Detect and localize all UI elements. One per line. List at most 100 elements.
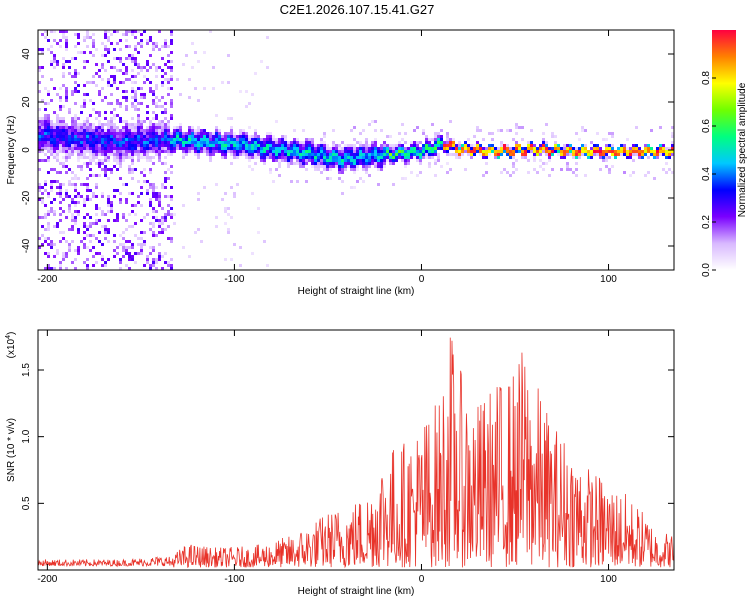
spectrogram-cell xyxy=(158,153,161,156)
spectrogram-cell xyxy=(662,150,665,153)
spectrogram-cell xyxy=(104,174,107,177)
spectrogram-cell xyxy=(632,159,635,162)
spectrogram-cell xyxy=(89,126,92,129)
spectrogram-cell xyxy=(50,141,53,144)
spectrogram-cell xyxy=(362,147,365,150)
spectrogram-cell xyxy=(665,150,668,153)
spectrogram-cell xyxy=(158,141,161,144)
spectrogram-cell xyxy=(113,138,116,141)
spectrogram-cell xyxy=(65,42,68,45)
spectrogram-cell xyxy=(68,153,71,156)
spectrogram-cell xyxy=(47,135,50,138)
spectrogram-cell xyxy=(356,147,359,150)
spectrogram-cell xyxy=(143,240,146,243)
spectrogram-cell xyxy=(125,45,128,48)
spectrogram-cell xyxy=(650,153,653,156)
spectrogram-cell xyxy=(134,204,137,207)
spectrogram-cell xyxy=(50,120,53,123)
spectrogram-cell xyxy=(116,213,119,216)
spectrogram-cell xyxy=(617,153,620,156)
spectrogram-cell xyxy=(38,66,41,69)
spectrogram-cell xyxy=(143,147,146,150)
spectrogram-cell xyxy=(125,201,128,204)
spectrogram-cell xyxy=(149,264,152,267)
spectrogram-cell xyxy=(125,153,128,156)
spectrogram-cell xyxy=(536,150,539,153)
spectrogram-cell xyxy=(134,30,137,33)
spectrogram-cell xyxy=(119,153,122,156)
spectrogram-cell xyxy=(518,144,521,147)
spectrogram-cell xyxy=(113,30,116,33)
spectrogram-cell xyxy=(332,162,335,165)
spectrogram-cell xyxy=(374,138,377,141)
spectrogram-cell xyxy=(134,138,137,141)
spectrogram-cell xyxy=(380,147,383,150)
spectrogram-cell xyxy=(143,138,146,141)
spectrogram-cell xyxy=(446,147,449,150)
spectrogram-cell xyxy=(605,159,608,162)
spectrogram-cell xyxy=(140,66,143,69)
spectrogram-cell xyxy=(545,144,548,147)
spectrogram-cell xyxy=(425,153,428,156)
spectrogram-cell xyxy=(92,138,95,141)
spectrogram-cell xyxy=(71,213,74,216)
spectrogram-cell xyxy=(140,33,143,36)
spectrogram-cell xyxy=(167,93,170,96)
spectrogram-cell xyxy=(191,138,194,141)
spectrogram-cell xyxy=(62,162,65,165)
spectrogram-cell xyxy=(311,165,314,168)
spectrogram-cell xyxy=(83,138,86,141)
spectrogram-cell xyxy=(122,237,125,240)
spectrogram-cell xyxy=(83,60,86,63)
spectrogram-cell xyxy=(242,141,245,144)
spectrogram-cell xyxy=(137,51,140,54)
spectrogram-cell xyxy=(47,102,50,105)
spectrogram-cell xyxy=(371,141,374,144)
spectrogram-cell xyxy=(242,138,245,141)
spectrogram-cell xyxy=(50,51,53,54)
spectrogram-cell xyxy=(653,156,656,159)
colorbar-tick-label: 0.4 xyxy=(701,167,712,181)
spectrogram-cell xyxy=(224,138,227,141)
spectrogram-cell xyxy=(311,141,314,144)
spectrogram-cell xyxy=(197,132,200,135)
spectrogram-cell xyxy=(107,126,110,129)
spectrogram-cell xyxy=(398,153,401,156)
spectrogram-cell xyxy=(110,168,113,171)
spectrogram-cell xyxy=(134,108,137,111)
spectrogram-cell xyxy=(572,153,575,156)
spectrogram-cell xyxy=(95,72,98,75)
spectrogram-cell xyxy=(41,132,44,135)
spectrogram-cell xyxy=(140,186,143,189)
spectrogram-cell xyxy=(317,150,320,153)
colorbar-gradient xyxy=(712,30,736,270)
spectrogram-cell xyxy=(92,192,95,195)
spectrogram-cell xyxy=(143,156,146,159)
spectrogram-cell xyxy=(383,159,386,162)
spectrogram-cell xyxy=(353,153,356,156)
spectrogram-cell xyxy=(125,90,128,93)
spectrogram-cell xyxy=(584,144,587,147)
spectrogram-cell xyxy=(437,138,440,141)
spectrogram-cell xyxy=(53,138,56,141)
spectrogram-cell xyxy=(386,147,389,150)
spectrogram-cell xyxy=(44,108,47,111)
spectrogram-cell xyxy=(59,120,62,123)
spectrogram-cell xyxy=(440,165,443,168)
spectrogram-cell xyxy=(101,42,104,45)
spectrogram-cell xyxy=(116,126,119,129)
spectrogram-cell xyxy=(95,63,98,66)
spectrogram-cell xyxy=(110,102,113,105)
spectrogram-cell xyxy=(200,138,203,141)
spectrogram-cell xyxy=(59,201,62,204)
spectrogram-cell xyxy=(74,126,77,129)
spectrogram-cell xyxy=(359,147,362,150)
spectrogram-cell xyxy=(161,57,164,60)
spectrogram-cell xyxy=(194,129,197,132)
spectrogram-cell xyxy=(671,132,674,135)
spectrogram-cell xyxy=(215,150,218,153)
spectrogram-cell xyxy=(149,246,152,249)
spectrogram-cell xyxy=(302,153,305,156)
spectrogram-cell xyxy=(314,150,317,153)
